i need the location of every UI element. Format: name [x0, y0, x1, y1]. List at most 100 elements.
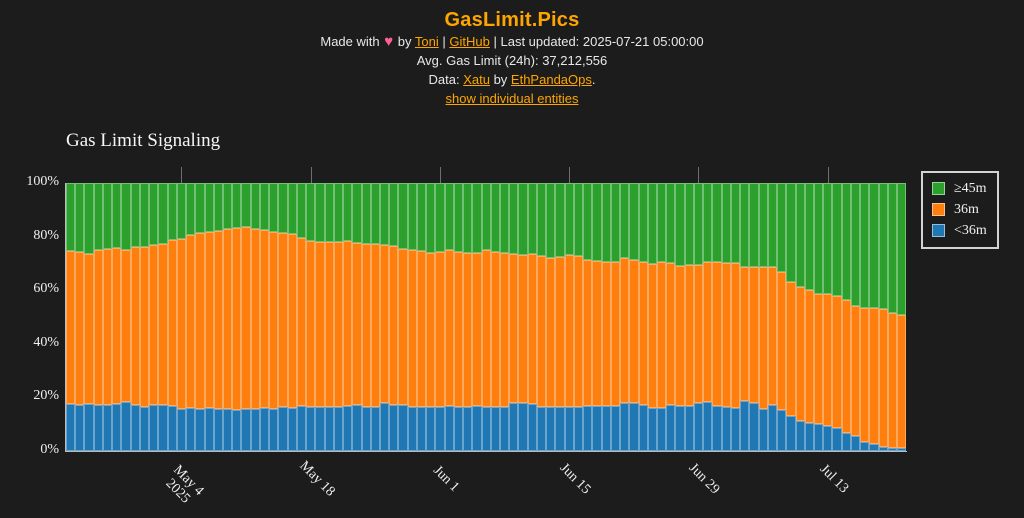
bar-segment — [721, 407, 731, 451]
stacked-bar — [509, 183, 519, 451]
bar-segment — [546, 407, 556, 451]
bar-segment — [887, 447, 898, 451]
stacked-bar — [869, 183, 879, 451]
bar-segment — [860, 441, 870, 451]
y-tick-label: 20% — [33, 388, 59, 404]
bar-segment — [620, 402, 630, 451]
bar-segment — [703, 183, 713, 262]
bar-segment — [259, 183, 270, 231]
bar-segment — [564, 183, 574, 255]
github-link[interactable]: GitHub — [449, 34, 490, 49]
stacked-bar — [813, 183, 824, 451]
bar-segment — [675, 265, 685, 407]
stacked-bar — [453, 183, 464, 451]
bar-segment — [370, 243, 380, 407]
bar-segment — [583, 260, 593, 406]
toni-link[interactable]: Toni — [414, 34, 439, 49]
bar-segment — [675, 406, 685, 451]
stacked-bar — [389, 183, 399, 451]
bar-segment — [112, 183, 122, 248]
bar-segment — [813, 183, 824, 294]
bar-segment — [278, 407, 288, 451]
bar-segment — [601, 406, 611, 451]
stacked-bar — [527, 183, 537, 451]
x-axis-spine — [65, 451, 907, 452]
bar-segment — [453, 252, 464, 407]
stacked-bar — [657, 183, 667, 451]
bar-segment — [463, 253, 473, 408]
y-tick-label: 0% — [40, 442, 59, 457]
bar-segment — [416, 251, 427, 408]
bar-segment — [657, 183, 667, 263]
bar-segment — [813, 424, 824, 451]
bar-segment — [158, 405, 168, 451]
bar-segment — [740, 183, 750, 268]
x-tick-mark — [827, 167, 829, 183]
bar-segment — [647, 183, 657, 264]
bar-segment — [684, 265, 694, 406]
stacked-bar — [638, 183, 648, 451]
bar-segment — [767, 267, 778, 405]
bar-segment — [897, 448, 907, 451]
stacked-bar — [343, 183, 353, 451]
bar-segment — [93, 183, 103, 250]
bar-segment — [232, 183, 242, 228]
bar-segment — [306, 183, 316, 242]
stacked-bar — [564, 183, 574, 451]
bar-segment — [721, 262, 731, 408]
bar-segment — [564, 254, 574, 407]
bar-segment — [546, 183, 556, 258]
bar-segment — [509, 183, 519, 255]
bar-segment — [860, 183, 870, 308]
bar-segment — [730, 263, 741, 409]
stacked-bar — [786, 183, 796, 451]
stacked-bar — [379, 183, 390, 451]
bar-segment — [287, 183, 297, 234]
y-tick-label: 40% — [33, 334, 59, 350]
bar-segment — [444, 250, 454, 406]
bar-segment — [75, 405, 85, 451]
bar-segment — [592, 183, 602, 261]
bar-segment — [306, 406, 316, 451]
bar-segment — [278, 183, 288, 234]
stacked-bar — [740, 183, 750, 451]
ethpandaops-link[interactable]: EthPandaOps — [510, 72, 592, 87]
bar-segment — [740, 267, 750, 402]
stacked-bar — [306, 183, 316, 451]
xatu-link[interactable]: Xatu — [463, 72, 490, 87]
bar-segment — [287, 408, 297, 451]
bar-segment — [158, 183, 168, 245]
bar-segment — [509, 254, 519, 404]
bar-segment — [740, 401, 750, 451]
bar-segment — [666, 404, 676, 451]
bar-segment — [435, 407, 445, 451]
bar-segment — [684, 183, 694, 266]
stacked-bar — [666, 183, 676, 451]
y-axis-spine — [65, 183, 66, 452]
stacked-bar — [158, 183, 168, 451]
stacked-bar — [730, 183, 741, 451]
bar-segment — [536, 183, 547, 256]
bar-segment — [444, 183, 454, 251]
show-individual-entities-link[interactable]: show individual entities — [445, 91, 579, 106]
bar-segment — [204, 183, 214, 233]
bar-segment — [555, 256, 565, 407]
bar-segment — [832, 295, 842, 428]
bar-segment — [592, 260, 602, 406]
stacked-bar — [897, 183, 907, 451]
bar-segment — [749, 403, 759, 451]
bar-segment — [481, 406, 491, 451]
bar-segment — [333, 183, 344, 242]
bar-segment — [121, 402, 131, 451]
bar-segment — [786, 282, 796, 417]
bar-segment — [379, 244, 390, 403]
bar-segment — [176, 238, 187, 409]
stacked-bar — [195, 183, 205, 451]
bar-segment — [84, 183, 94, 254]
stacked-bar — [749, 183, 759, 451]
bar-segment — [730, 183, 741, 264]
bar-segment — [638, 404, 648, 451]
stacked-bar — [250, 183, 260, 451]
bar-segment — [795, 421, 805, 451]
stacked-bar — [481, 183, 491, 451]
